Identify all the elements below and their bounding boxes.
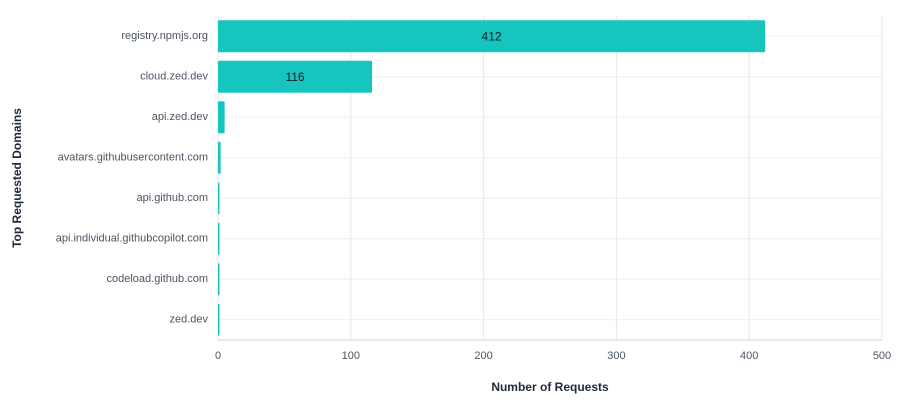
value-label: 412 xyxy=(482,29,502,43)
x-tick-label: 400 xyxy=(740,350,758,362)
y-tick-label: api.zed.dev xyxy=(152,111,209,123)
y-tick-label: api.github.com xyxy=(136,192,208,204)
y-tick-label: registry.npmjs.org xyxy=(121,30,208,42)
x-tick-label: 300 xyxy=(607,350,625,362)
y-tick-label: zed.dev xyxy=(169,314,208,326)
bar xyxy=(218,182,220,215)
x-tick-label: 200 xyxy=(474,350,492,362)
y-tick-label: cloud.zed.dev xyxy=(140,71,208,83)
bar xyxy=(218,263,220,296)
bar xyxy=(218,60,373,93)
x-tick-label: 0 xyxy=(215,350,221,362)
x-tick-label: 100 xyxy=(342,350,360,362)
bar xyxy=(218,20,766,53)
y-tick-label: codeload.github.com xyxy=(106,273,208,285)
x-axis-title: Number of Requests xyxy=(491,380,609,394)
bar xyxy=(218,141,221,174)
bar xyxy=(218,222,220,255)
x-tick-label: 500 xyxy=(873,350,891,362)
bar xyxy=(218,303,220,336)
y-tick-label: api.individual.githubcopilot.com xyxy=(56,233,208,245)
value-label: 116 xyxy=(285,70,304,84)
y-tick-label: avatars.githubusercontent.com xyxy=(58,152,208,164)
y-axis-title: Top Requested Domains xyxy=(10,108,24,248)
bar xyxy=(218,101,225,134)
